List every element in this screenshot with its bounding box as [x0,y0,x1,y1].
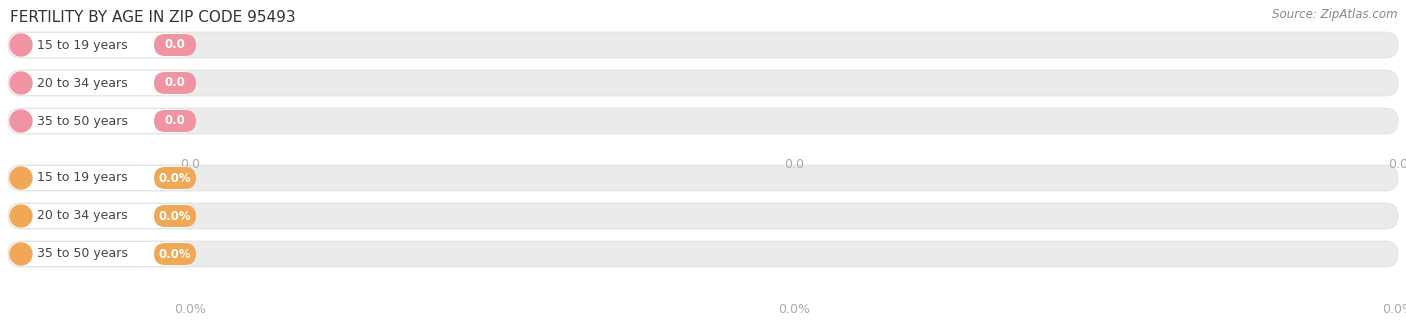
FancyBboxPatch shape [8,166,194,190]
Text: 0.0: 0.0 [165,39,186,51]
FancyBboxPatch shape [155,243,195,265]
FancyBboxPatch shape [155,110,195,132]
FancyBboxPatch shape [8,109,194,133]
Text: Source: ZipAtlas.com: Source: ZipAtlas.com [1272,8,1398,21]
FancyBboxPatch shape [8,204,194,228]
Circle shape [10,167,32,189]
FancyBboxPatch shape [8,32,1398,58]
Circle shape [10,243,32,265]
Text: 0.0%: 0.0% [778,303,810,316]
Text: 0.0: 0.0 [1388,158,1406,171]
FancyBboxPatch shape [8,108,1398,134]
Text: 0.0: 0.0 [165,115,186,127]
FancyBboxPatch shape [155,205,195,227]
FancyBboxPatch shape [8,203,1398,229]
Circle shape [10,72,32,94]
FancyBboxPatch shape [155,72,195,94]
Circle shape [10,34,32,56]
Text: 0.0: 0.0 [180,158,200,171]
Text: 0.0%: 0.0% [159,172,191,184]
Text: 0.0%: 0.0% [159,210,191,222]
Text: 20 to 34 years: 20 to 34 years [37,77,128,89]
FancyBboxPatch shape [8,33,194,57]
Text: 15 to 19 years: 15 to 19 years [37,172,128,184]
FancyBboxPatch shape [8,241,1398,267]
Text: 0.0: 0.0 [165,77,186,89]
Circle shape [10,205,32,227]
Text: 0.0%: 0.0% [159,248,191,260]
Text: 20 to 34 years: 20 to 34 years [37,210,128,222]
Text: 0.0%: 0.0% [1382,303,1406,316]
Text: 35 to 50 years: 35 to 50 years [37,248,128,260]
FancyBboxPatch shape [8,242,194,266]
Text: 15 to 19 years: 15 to 19 years [37,39,128,51]
Circle shape [10,110,32,132]
Text: 35 to 50 years: 35 to 50 years [37,115,128,127]
FancyBboxPatch shape [155,167,195,189]
FancyBboxPatch shape [8,165,1398,191]
Text: 0.0%: 0.0% [174,303,207,316]
FancyBboxPatch shape [155,34,195,56]
FancyBboxPatch shape [8,71,194,95]
Text: FERTILITY BY AGE IN ZIP CODE 95493: FERTILITY BY AGE IN ZIP CODE 95493 [10,10,295,25]
FancyBboxPatch shape [8,70,1398,96]
Text: 0.0: 0.0 [785,158,804,171]
